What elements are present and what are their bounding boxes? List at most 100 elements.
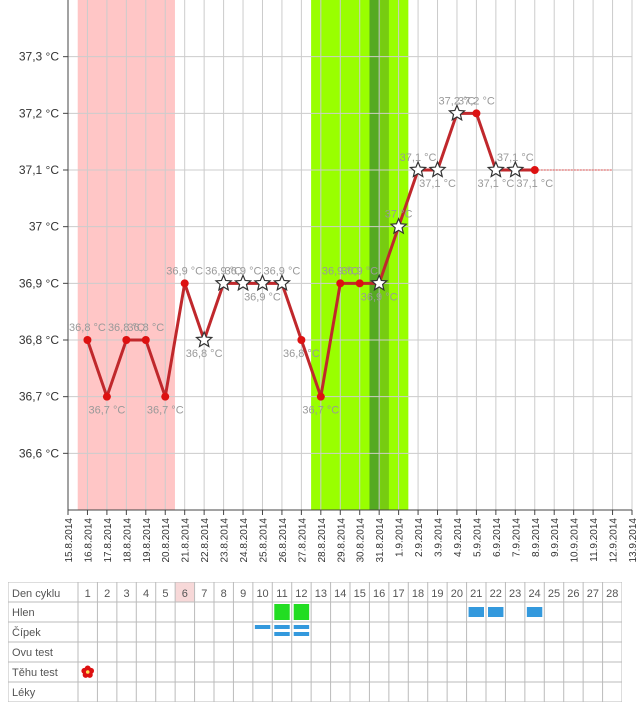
hlen-marker-blue: [488, 607, 504, 617]
row-label-cipek: Čípek: [12, 626, 41, 639]
data-point-star: [506, 160, 525, 178]
data-label: 37,1 °C: [477, 178, 514, 190]
x-tick-label: 2.9.2014: [414, 518, 425, 557]
data-point-star: [253, 273, 272, 292]
x-tick-label: 9.9.2014: [550, 518, 561, 557]
data-label: 36,8 °C: [69, 322, 106, 334]
data-label: 36,9 °C: [264, 265, 301, 277]
x-tick-label: 30.8.2014: [356, 518, 367, 563]
data-point-star: [389, 217, 408, 235]
y-tick-label: 37,2 °C: [19, 106, 59, 120]
data-point: [180, 279, 189, 288]
table-day-number: 19: [431, 588, 443, 600]
x-tick-label: 29.8.2014: [336, 518, 347, 563]
x-tick-label: 13.9.2014: [628, 518, 639, 563]
data-point: [102, 392, 111, 401]
table-day-number: 16: [373, 588, 385, 600]
x-tick-label: 28.8.2014: [317, 518, 328, 563]
x-axis-ticks: 15.8.2014 16.8.2014 17.8.2014 18.8.2014 19.8…: [64, 510, 639, 563]
data-label: 37,2 °C: [458, 95, 495, 107]
data-label: 36,7 °C: [147, 405, 184, 417]
x-tick-label: 20.8.2014: [161, 518, 172, 563]
x-tick-label: 22.8.2014: [200, 518, 211, 563]
peak-day-band: [369, 0, 381, 510]
data-point: [472, 109, 481, 118]
table-header-label: Den cyklu: [12, 588, 60, 600]
data-label: 36,8 °C: [186, 348, 223, 360]
data-point: [336, 279, 345, 288]
hlen-marker-green: [274, 604, 290, 620]
table-highlight-cell: [175, 582, 195, 602]
tehu-test-flower-icon: [81, 665, 95, 678]
data-point-star: [428, 160, 447, 178]
data-point-star: [195, 330, 214, 348]
x-tick-label: 8.9.2014: [531, 518, 542, 557]
table-day-number: 8: [221, 588, 227, 600]
row-label-leky: Léky: [12, 687, 36, 699]
table-day-number: 12: [295, 588, 307, 600]
data-label: 36,9 °C: [205, 265, 242, 277]
data-label: 36,9 °C: [361, 291, 398, 303]
data-label: 36,7 °C: [88, 405, 125, 417]
temperature-chart: 36,6 °C 36,7 °C 36,8 °C 36,9 °C 37 °C 37,1 °C…: [19, 0, 639, 563]
data-label: 37,2 °C: [439, 95, 476, 107]
data-label: 37,1 °C: [400, 152, 437, 164]
table-day-number: 28: [606, 588, 618, 600]
data-label: 36,9 °C: [341, 265, 378, 277]
data-label: 36,9 °C: [166, 265, 203, 277]
data-label: 36,9 °C: [322, 265, 359, 277]
table-day-number: 23: [509, 588, 521, 600]
x-tick-label: 12.9.2014: [609, 518, 620, 563]
cipek-marker: [274, 632, 290, 636]
table-day-number: 2: [104, 588, 110, 600]
x-tick-label: 4.9.2014: [453, 518, 464, 557]
data-point: [161, 392, 170, 401]
data-label: 37 °C: [385, 209, 413, 221]
x-tick-label: 26.8.2014: [278, 518, 289, 563]
x-tick-label: 5.9.2014: [472, 518, 483, 557]
data-point-star: [486, 160, 505, 178]
table-day-number: 21: [470, 588, 482, 600]
x-tick-label: 19.8.2014: [142, 518, 153, 563]
y-tick-label: 37,1 °C: [19, 163, 59, 177]
x-tick-label: 3.9.2014: [434, 518, 445, 557]
data-point: [316, 392, 325, 401]
data-point-star: [214, 273, 233, 292]
data-point: [355, 279, 364, 288]
table-day-number: 11: [276, 588, 287, 600]
row-label-ovu-test: Ovu test: [12, 647, 53, 659]
y-tick-label: 37,3 °C: [19, 50, 59, 64]
table-day-number: 15: [354, 588, 366, 600]
table-day-number: 18: [412, 588, 424, 600]
data-label: 37,1 °C: [419, 178, 456, 190]
data-point-star: [370, 273, 389, 292]
data-point-star: [272, 273, 292, 292]
hlen-marker-green: [293, 604, 310, 620]
table-day-number: 6: [182, 588, 188, 600]
data-label: 36,9 °C: [244, 291, 281, 303]
y-axis-ticks: 36,6 °C 36,7 °C 36,8 °C 36,9 °C 37 °C 37,1 °C…: [19, 50, 68, 460]
data-label: 36,8 °C: [108, 322, 145, 334]
table-day-number: 7: [201, 588, 207, 600]
x-tick-label: 1.9.2014: [395, 518, 406, 557]
data-point: [141, 336, 150, 344]
data-labels: 36,8 °C36,7 °C36,8 °C36,8 °C36,7 °C36,9 …: [69, 95, 553, 416]
x-tick-label: 6.9.2014: [492, 518, 503, 557]
table-day-number: 4: [143, 588, 149, 600]
table-day-number: 17: [392, 588, 404, 600]
peak-day-band-edge: [380, 0, 389, 510]
table-day-number: 9: [240, 588, 246, 600]
x-tick-label: 23.8.2014: [220, 518, 231, 563]
hlen-marker-blue: [468, 607, 484, 617]
table-day-number: 24: [528, 588, 540, 600]
x-tick-label: 25.8.2014: [258, 518, 269, 563]
data-point-star: [408, 160, 428, 178]
data-point-star: [233, 273, 253, 292]
x-tick-label: 10.9.2014: [570, 518, 581, 563]
table-cells: 1 2 3 4 5 6 7 8 9 10 11 12 13 14 15 16 17 18 19 20 21 22 23 24 2…: [8, 582, 622, 702]
x-tick-label: 27.8.2014: [297, 518, 308, 563]
data-point: [530, 166, 539, 174]
table-day-number: 10: [256, 588, 268, 600]
table-day-number: 14: [334, 588, 346, 600]
cipek-marker: [293, 632, 310, 636]
